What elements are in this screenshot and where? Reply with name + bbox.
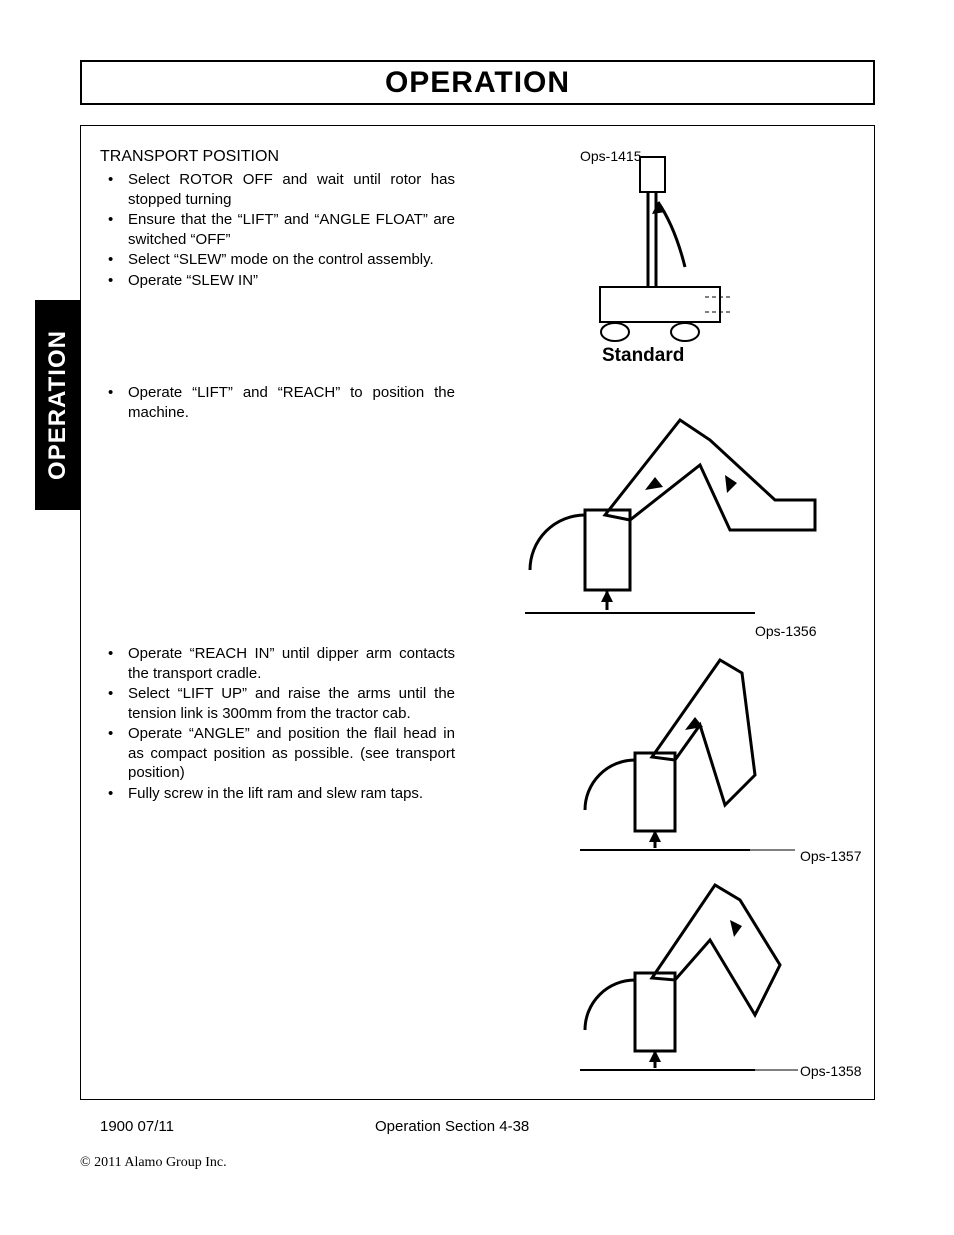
- side-tab-label: OPERATION: [44, 330, 72, 480]
- list-item: Select “SLEW” mode on the control assemb…: [100, 250, 455, 270]
- bullet-list-1: Select ROTOR OFF and wait until rotor ha…: [100, 170, 455, 291]
- section-heading: TRANSPORT POSITION: [100, 148, 279, 166]
- figure-label-4: Ops-1358: [800, 1063, 861, 1079]
- side-tab: OPERATION: [35, 300, 80, 510]
- diagram-angle: [580, 870, 805, 1080]
- list-item: Select ROTOR OFF and wait until rotor ha…: [100, 170, 455, 209]
- bullet-list-3: Operate “REACH IN” until dipper arm cont…: [100, 644, 455, 804]
- list-item: Operate “LIFT” and “REACH” to position t…: [100, 383, 455, 422]
- diagram-standard: [580, 152, 740, 347]
- diagram-lift-reach: [525, 395, 820, 625]
- list-item: Fully screw in the lift ram and slew ram…: [100, 784, 455, 804]
- diagram-reach-in: [580, 645, 805, 860]
- list-item: Operate “ANGLE” and position the flail h…: [100, 724, 455, 783]
- footer-section: Operation Section 4-38: [375, 1118, 529, 1135]
- page-title-box: OPERATION: [80, 60, 875, 105]
- figure-label-2: Ops-1356: [755, 623, 816, 639]
- list-item: Operate “SLEW IN”: [100, 271, 455, 291]
- list-item: Select “LIFT UP” and raise the arms unti…: [100, 684, 455, 723]
- figure-label-3: Ops-1357: [800, 848, 861, 864]
- bullet-list-2: Operate “LIFT” and “REACH” to position t…: [100, 383, 455, 423]
- copyright-text: © 2011 Alamo Group Inc.: [80, 1155, 227, 1171]
- page-title: OPERATION: [385, 66, 570, 100]
- footer-doc-id: 1900 07/11: [100, 1118, 174, 1135]
- figure-caption-1: Standard: [602, 345, 684, 367]
- list-item: Ensure that the “LIFT” and “ANGLE FLOAT”…: [100, 210, 455, 249]
- list-item: Operate “REACH IN” until dipper arm cont…: [100, 644, 455, 683]
